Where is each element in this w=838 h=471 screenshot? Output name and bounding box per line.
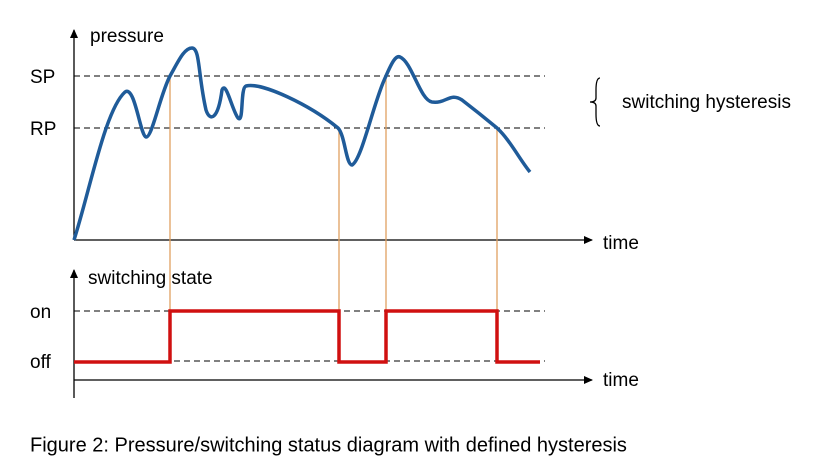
- off-label: off: [30, 352, 52, 373]
- on-label: on: [30, 302, 51, 323]
- brace: [589, 77, 601, 127]
- x-axis-label: time: [603, 233, 639, 254]
- pressure-curve: [72, 46, 532, 241]
- caption: Figure 2: Pressure/switching status diag…: [30, 434, 627, 456]
- y-axis-label: pressure: [90, 26, 164, 47]
- y-axis-label: switching state: [88, 268, 213, 289]
- rp-label: RP: [30, 119, 56, 140]
- sp-label: SP: [30, 67, 55, 88]
- x-axis-label: time: [603, 370, 639, 391]
- state-curve: [74, 309, 540, 364]
- hysteresis-label: switching hysteresis: [622, 92, 791, 113]
